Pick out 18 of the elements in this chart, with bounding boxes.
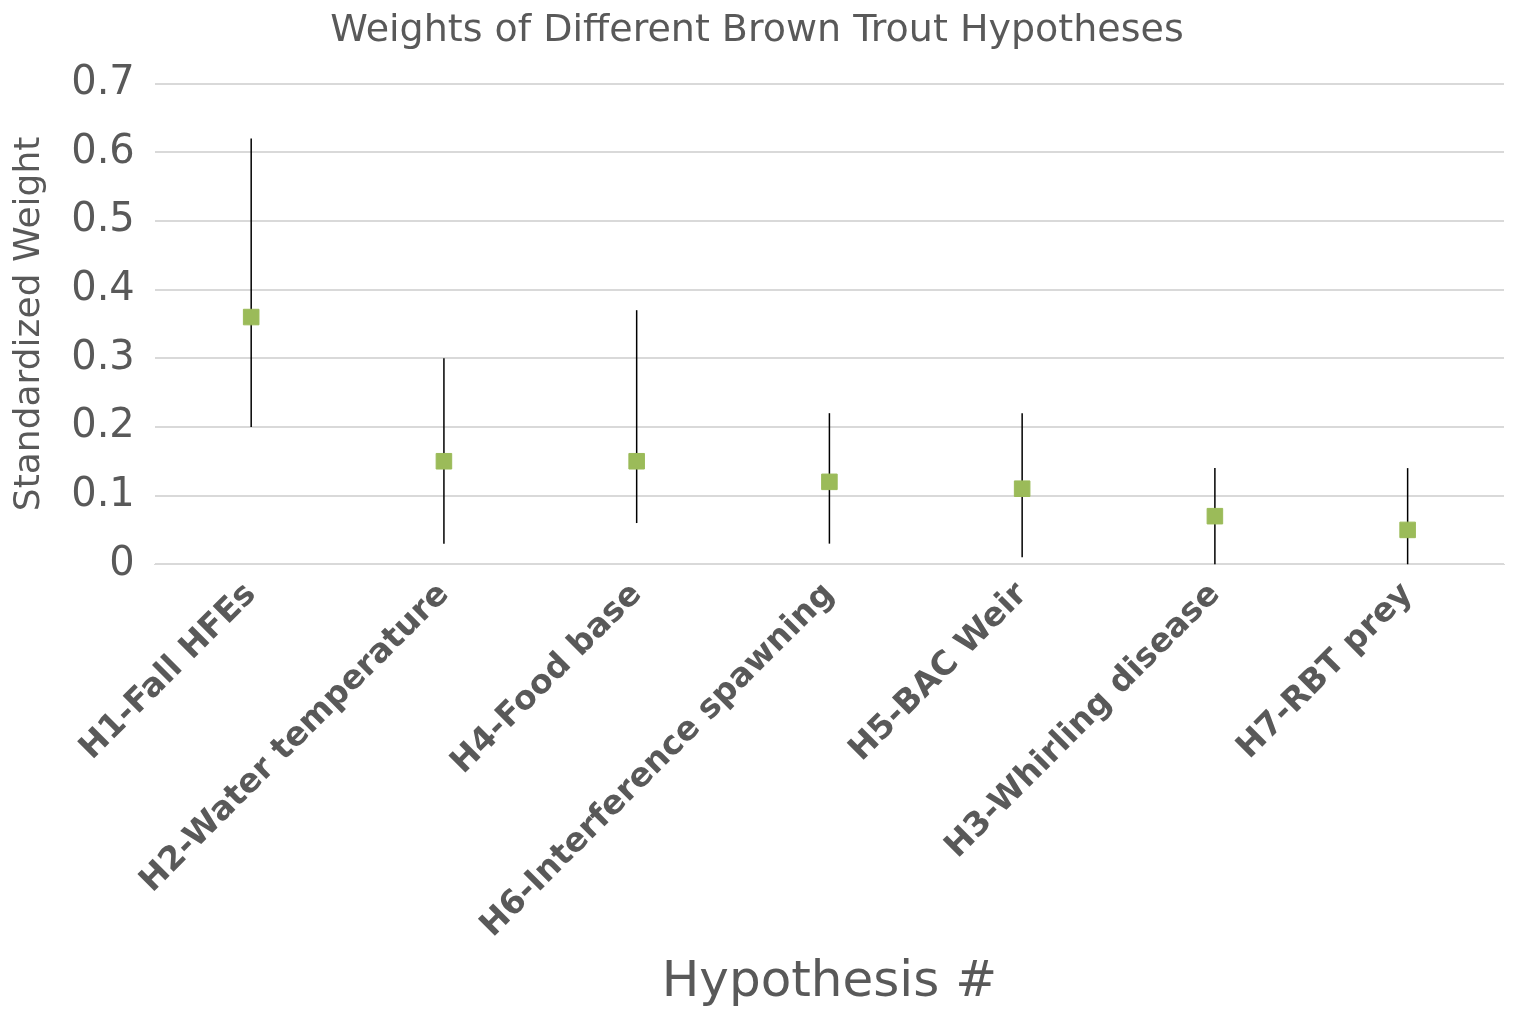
point <box>821 473 838 491</box>
point <box>628 452 645 470</box>
y-axis-title: Standardized Weight <box>5 136 47 512</box>
point <box>1206 507 1224 525</box>
y-tick-label: 0.4 <box>71 262 135 309</box>
y-tick-label: 0.5 <box>71 194 135 241</box>
y-tick-label: 0.6 <box>71 125 135 172</box>
point <box>242 308 260 326</box>
point <box>1013 480 1031 497</box>
y-tick-label: 0.3 <box>71 331 135 378</box>
y-tick-label: 0 <box>109 537 135 584</box>
point <box>1399 521 1416 539</box>
y-tick-label: 0.1 <box>71 468 135 515</box>
y-tick-label: 0.2 <box>71 400 135 447</box>
chart-title: Weights of Different Brown Trout Hypotheses <box>330 5 1184 50</box>
y-tick-label: 0.7 <box>71 56 135 103</box>
point <box>435 452 453 470</box>
x-axis-title: Hypothesis # <box>661 949 998 1008</box>
